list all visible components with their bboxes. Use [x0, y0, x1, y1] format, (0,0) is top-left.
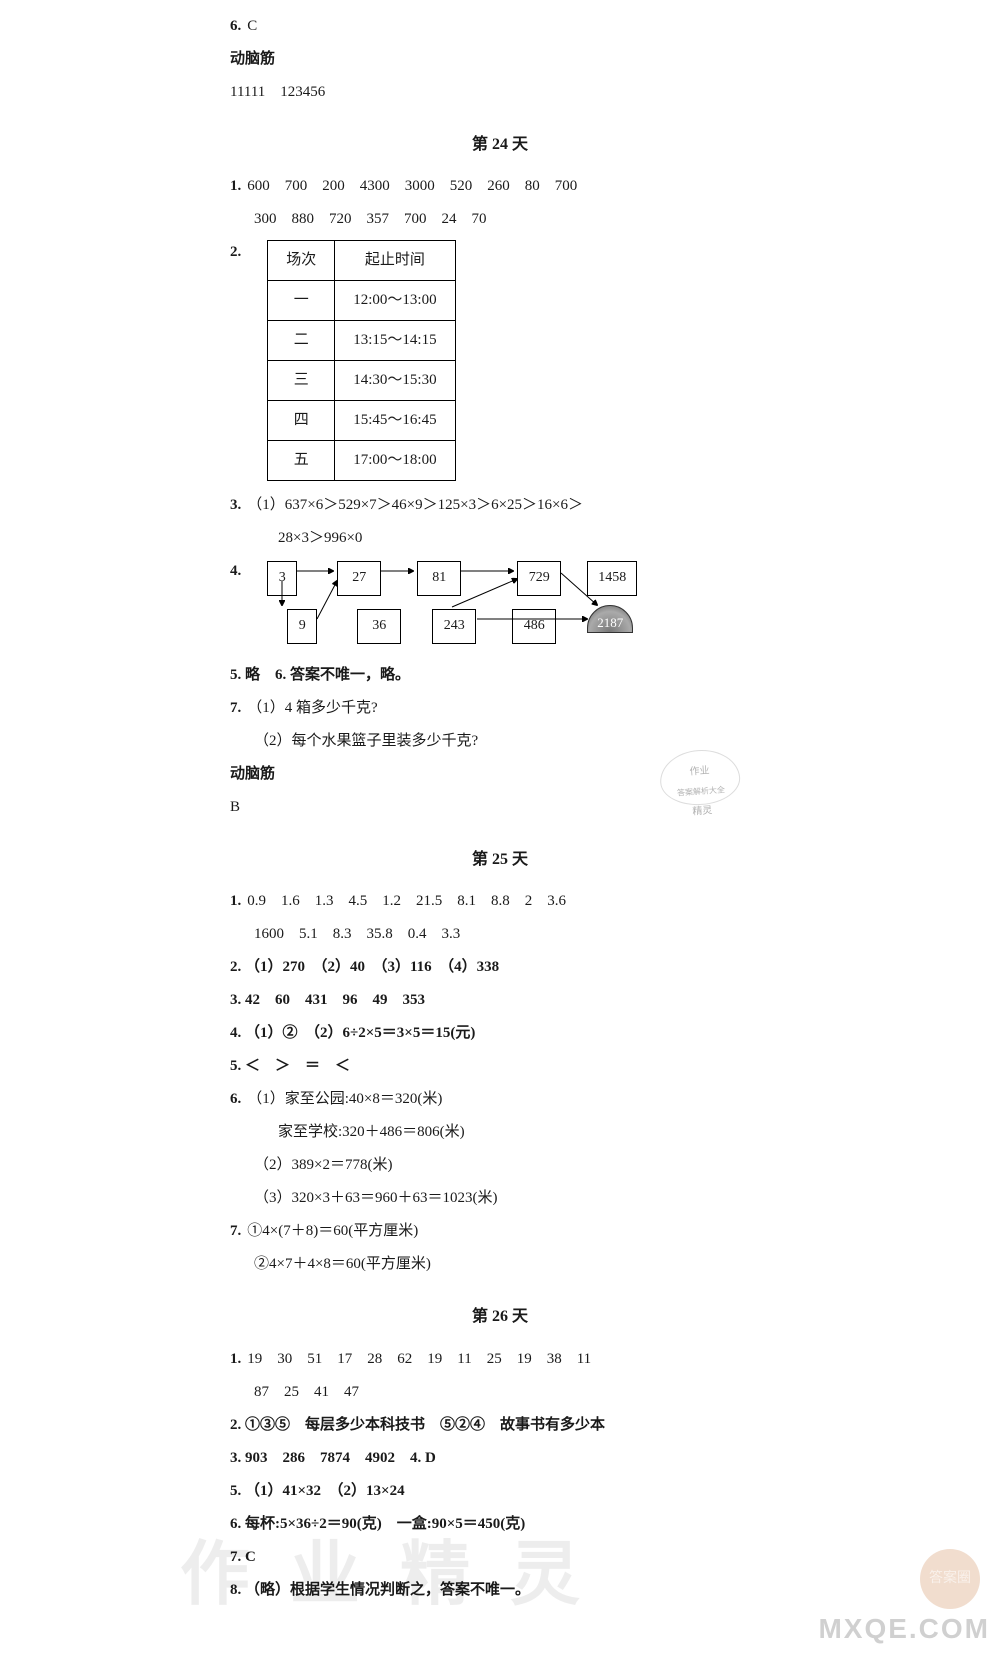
d25-q1: 1. 0.9 1.6 1.3 4.5 1.2 21.5 8.1 8.8 2 3.6: [230, 885, 770, 918]
flow-diagram: 3 27 81 729 1458 9 36 243 486 2187: [267, 561, 647, 651]
schedule-table: 场次 起止时间 一12:00～13:00 二13:15～14:15 三14:30…: [267, 240, 455, 481]
d24-q1-l2: 300 880 720 357 700 24 70: [230, 203, 770, 236]
d25-q4: 4. （1）② （2）6÷2×5＝3×5＝15(元): [230, 1017, 770, 1050]
d24-q56-text: 5. 略 6. 答案不唯一，略。: [230, 667, 410, 683]
day25-title: 第 25 天: [230, 842, 770, 877]
cell: 14:30～15:30: [335, 361, 455, 401]
d26-q5-text: 5. （1）41×32 （2）13×24: [230, 1483, 405, 1499]
table-row: 四15:45～16:45: [268, 401, 455, 441]
d25-q6-num: 6.: [230, 1091, 241, 1107]
flow-arrows: [267, 561, 647, 651]
d25-q5-text: 5. ＜ ＞ ＝ ＜: [230, 1058, 350, 1074]
cell: 17:00～18:00: [335, 441, 455, 481]
d24-q3-l1: （1）637×6＞529×7＞46×9＞125×3＞6×25＞16×6＞: [247, 497, 583, 513]
d25-q6: 6. （1）家至公园:40×8＝320(米): [230, 1083, 770, 1116]
brain-ans-top: 11111 123456: [230, 76, 770, 109]
d25-q2: 2. （1）270 （2）40 （3）116 （4）338: [230, 951, 770, 984]
d24-q1: 1. 600 700 200 4300 3000 520 260 80 700: [230, 170, 770, 203]
cell: 三: [268, 361, 335, 401]
cell: 一: [268, 281, 335, 321]
d26-q1: 1. 19 30 51 17 28 62 19 11 25 19 38 11: [230, 1343, 770, 1376]
d24-q5-6: 5. 略 6. 答案不唯一，略。: [230, 659, 770, 692]
d25-q6-2: （2）389×2＝778(米): [230, 1149, 770, 1182]
d25-q2-text: 2. （1）270 （2）40 （3）116 （4）338: [230, 959, 499, 975]
d25-q7-1: ①4×(7＋8)＝60(平方厘米): [247, 1223, 418, 1239]
table-row: 五17:00～18:00: [268, 441, 455, 481]
d25-q1-num: 1.: [230, 893, 241, 909]
d25-q1-l2: 1600 5.1 8.3 35.8 0.4 3.3: [230, 918, 770, 951]
d25-q4-text: 4. （1）② （2）6÷2×5＝3×5＝15(元): [230, 1025, 475, 1041]
d24-q4-num: 4.: [230, 555, 241, 588]
d26-q2: 2. ①③⑤ 每层多少本科技书 ⑤②④ 故事书有多少本: [230, 1409, 770, 1442]
q6-top: 6. C: [230, 10, 770, 43]
watermark-right: MXQE.COM: [818, 1613, 990, 1645]
d26-q2-text: 2. ①③⑤ 每层多少本科技书 ⑤②④ 故事书有多少本: [230, 1417, 605, 1433]
d24-q1-l1: 600 700 200 4300 3000 520 260 80 700: [247, 178, 577, 194]
cell: 15:45～16:45: [335, 401, 455, 441]
d26-q5: 5. （1）41×32 （2）13×24: [230, 1475, 770, 1508]
q6-ans: C: [247, 18, 257, 34]
table-header-row: 场次 起止时间: [268, 241, 455, 281]
d25-q7-num: 7.: [230, 1223, 241, 1239]
d24-q7: 7. （1）4 箱多少千克?: [230, 692, 770, 725]
d25-q6-1: （1）家至公园:40×8＝320(米): [247, 1091, 442, 1107]
d24-q3-l2: 28×3＞996×0: [230, 522, 770, 555]
watermark-main: 作业精灵: [180, 1518, 620, 1619]
cell: 二: [268, 321, 335, 361]
page-content: 6. C 动脑筋 11111 123456 第 24 天 1. 600 700 20…: [0, 0, 1000, 1627]
d26-q34-text: 3. 903 286 7874 4902 4. D: [230, 1450, 436, 1466]
d25-q7-2: ②4×7＋4×8＝60(平方厘米): [230, 1248, 770, 1281]
d26-q1-num: 1.: [230, 1351, 241, 1367]
d25-q6-3: （3）320×3＋63＝960＋63＝1023(米): [230, 1182, 770, 1215]
th-time: 起止时间: [335, 241, 455, 281]
d24-q4-row: 4. 3 27 81 729 1458 9 36 243 486 2187: [230, 555, 770, 659]
d24-q7-1: （1）4 箱多少千克?: [247, 700, 377, 716]
d25-q7: 7. ①4×(7＋8)＝60(平方厘米): [230, 1215, 770, 1248]
cell: 四: [268, 401, 335, 441]
d25-q6-1b: 家至学校:320＋486＝806(米): [230, 1116, 770, 1149]
q6-num: 6.: [230, 18, 241, 34]
cell: 12:00～13:00: [335, 281, 455, 321]
brain-label-top: 动脑筋: [230, 43, 770, 76]
table-row: 三14:30～15:30: [268, 361, 455, 401]
table-row: 二13:15～14:15: [268, 321, 455, 361]
d25-q5: 5. ＜ ＞ ＝ ＜: [230, 1050, 770, 1083]
d25-q3: 3. 42 60 431 96 49 353: [230, 984, 770, 1017]
d24-q3-num: 3.: [230, 497, 241, 513]
d24-q2-num: 2.: [230, 236, 241, 269]
cell: 五: [268, 441, 335, 481]
d24-q2-row: 2. 场次 起止时间 一12:00～13:00 二13:15～14:15 三14…: [230, 236, 770, 489]
d26-q3-4: 3. 903 286 7874 4902 4. D: [230, 1442, 770, 1475]
d25-q3-text: 3. 42 60 431 96 49 353: [230, 992, 425, 1008]
d24-q7-num: 7.: [230, 700, 241, 716]
d25-q1-l1: 0.9 1.6 1.3 4.5 1.2 21.5 8.1 8.8 2 3.6: [247, 893, 566, 909]
day24-title: 第 24 天: [230, 127, 770, 162]
d26-q1-l1: 19 30 51 17 28 62 19 11 25 19 38 11: [247, 1351, 591, 1367]
day26-title: 第 26 天: [230, 1299, 770, 1334]
th-session: 场次: [268, 241, 335, 281]
d26-q1-l2: 87 25 41 47: [230, 1376, 770, 1409]
d24-q3: 3. （1）637×6＞529×7＞46×9＞125×3＞6×25＞16×6＞: [230, 489, 770, 522]
table-row: 一12:00～13:00: [268, 281, 455, 321]
d24-q1-num: 1.: [230, 178, 241, 194]
cell: 13:15～14:15: [335, 321, 455, 361]
watermark-badge: 答案圈: [920, 1549, 980, 1609]
